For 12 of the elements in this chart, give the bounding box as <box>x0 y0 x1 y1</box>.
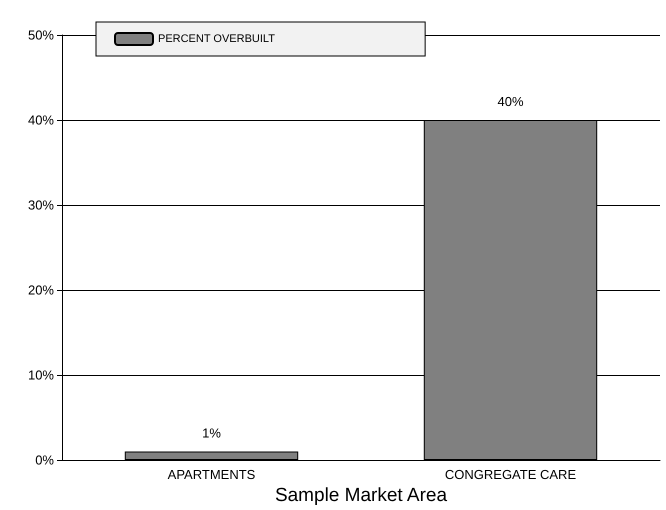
data-label: 1% <box>202 426 222 440</box>
x-axis-title: Sample Market Area <box>274 485 448 506</box>
data-label: 40% <box>497 94 524 109</box>
y-tick-label: 10% <box>28 368 54 382</box>
x-tick-label: CONGREGATE CARE <box>444 467 576 482</box>
y-tick-label: 0% <box>35 452 54 468</box>
legend-label: PERCENT OVERBUILT <box>158 33 276 45</box>
y-tick-label: 30% <box>28 198 54 212</box>
y-tick-label: 20% <box>28 282 54 298</box>
y-tick-label: 40% <box>28 112 54 128</box>
x-tick-label: APARTMENTS <box>168 467 256 482</box>
y-tick-label: 50% <box>28 28 54 42</box>
